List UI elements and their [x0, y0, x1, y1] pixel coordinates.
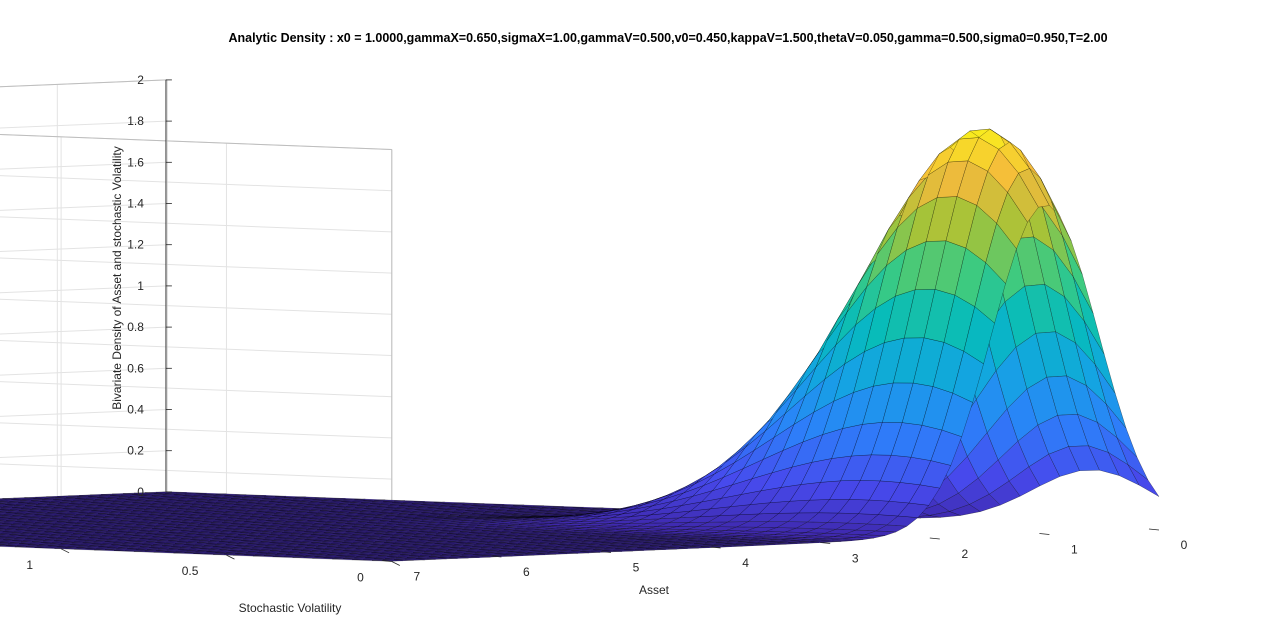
- z-tick-label: 0.8: [127, 320, 144, 334]
- x-tick-label: 0: [1181, 538, 1188, 552]
- z-tick-label: 0: [137, 485, 144, 499]
- surface-patch: [1128, 464, 1160, 497]
- x-tick-label: 3: [852, 552, 859, 566]
- density-surface: [0, 128, 1160, 562]
- axis-lines: [60, 79, 1160, 566]
- x-tick-label: 5: [633, 561, 640, 575]
- y-tick-label: 0: [357, 571, 364, 585]
- x-tick-label: 2: [961, 547, 968, 561]
- y-tick-label: 1: [26, 558, 33, 572]
- z-axis-label: Bivariate Density of Asset and stochasti…: [110, 146, 124, 409]
- z-tick-label: 0.6: [127, 361, 144, 375]
- back-gridlines: [0, 79, 393, 562]
- y-tick-label: 0.5: [182, 564, 199, 578]
- z-tick-label: 1.8: [127, 114, 144, 128]
- x-tick-label: 4: [742, 556, 749, 570]
- z-tick-label: 0.4: [127, 403, 144, 417]
- z-tick-label: 1.4: [127, 197, 144, 211]
- z-tick-label: 2: [137, 73, 144, 87]
- x-tick-label: 1: [1071, 543, 1078, 557]
- y-axis-label: Stochastic Volatility: [239, 601, 342, 615]
- x-tick-label: 7: [413, 570, 420, 584]
- z-tick-label: 1.2: [127, 238, 144, 252]
- x-axis-label: Asset: [639, 583, 670, 597]
- tick-labels: 0 0.2 0.4 0.6 0.8 1 1.2 1.4 1.6 1.8 2 0 1 2 3 4 5 6 7 0 0.5 1…: [26, 73, 1188, 585]
- x-tick-label: 6: [523, 565, 530, 579]
- z-tick-label: 0.2: [127, 444, 144, 458]
- z-tick-label: 1.6: [127, 155, 144, 169]
- z-tick-label: 1: [137, 279, 144, 293]
- chart-title: Analytic Density : x0 = 1.0000,gammaX=0.…: [228, 31, 1107, 45]
